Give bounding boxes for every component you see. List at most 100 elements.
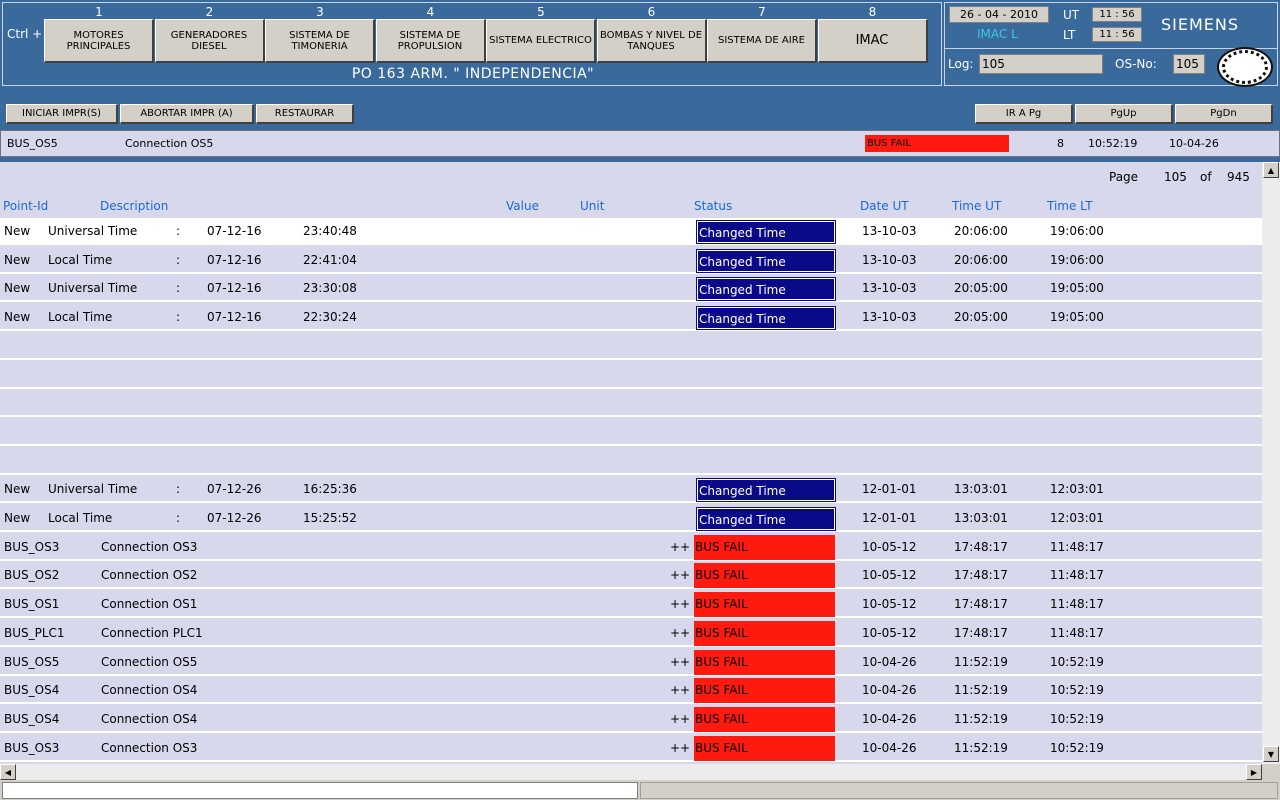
- col-description[interactable]: Description: [100, 199, 169, 213]
- alarm-date: 10-04-26: [1169, 137, 1219, 150]
- row-point-id: BUS_OS4: [4, 711, 60, 726]
- row-time-ut: 11:52:19: [954, 711, 1008, 726]
- nav-button-6[interactable]: BOMBAS Y NIVEL DE TANQUES: [596, 19, 707, 63]
- nav-button-2[interactable]: GENERADORES DIESEL: [154, 19, 265, 63]
- table-row[interactable]: BUS_OS3 Connection OS3 ++ BUS FAIL 10-04-26 1…: [0, 734, 1262, 762]
- row-time-lt: 10:52:19: [1050, 711, 1104, 726]
- col-time-lt[interactable]: Time LT: [1047, 199, 1093, 213]
- col-time-ut[interactable]: Time UT: [952, 199, 1002, 213]
- page-up-button[interactable]: PgUp: [1075, 104, 1173, 124]
- row-time-lt: 11:48:17: [1050, 625, 1104, 640]
- row-description: Local Time: [48, 310, 113, 325]
- alarm-list: Page 105 of 945 Point-Id Description Val…: [0, 162, 1262, 764]
- row-date-ut: 10-05-12: [862, 539, 917, 554]
- table-row[interactable]: BUS_OS4 Connection OS4 ++ BUS FAIL 10-04-26 1…: [0, 705, 1262, 733]
- status-badge: BUS FAIL: [694, 563, 835, 589]
- row-date-ut: 10-04-26: [862, 654, 917, 669]
- table-row[interactable]: New Local Time: 07-12-26 15:25:52 Changed Ti…: [0, 505, 1262, 532]
- scrollbar-corner: [1262, 764, 1280, 780]
- alarm-point-id: BUS_OS5: [7, 137, 58, 150]
- table-row[interactable]: New Universal Time: 07-12-26 16:25:36 Change…: [0, 476, 1262, 504]
- row-time-lt: 19:05:00: [1050, 310, 1104, 325]
- nav-button-5[interactable]: SISTEMA ELECTRICO: [486, 19, 596, 63]
- table-row[interactable]: BUS_OS4 Connection OS4 ++ BUS FAIL 10-04-26 1…: [0, 677, 1262, 705]
- row-value-time: 23:30:08: [303, 281, 357, 296]
- alarm-time: 10:52:19: [1088, 137, 1138, 150]
- list-item: [0, 361, 1262, 389]
- nav-button-3[interactable]: SISTEMA DE TIMONERIA: [265, 19, 375, 63]
- status-badge: BUS FAIL: [694, 649, 835, 675]
- status-badge: BUS FAIL: [694, 592, 835, 618]
- table-row[interactable]: BUS_PLC1 Connection PLC1 ++ BUS FAIL 10-05-1…: [0, 619, 1262, 647]
- row-separator: :: [176, 482, 181, 497]
- row-mark: ++: [670, 625, 691, 640]
- list-item: [0, 447, 1262, 475]
- imac-label: IMAC L: [977, 27, 1018, 41]
- nav-button-4[interactable]: SISTEMA DE PROPULSION: [375, 19, 486, 63]
- start-print-button[interactable]: INICIAR IMPR(S): [6, 104, 118, 124]
- status-badge: BUS FAIL: [694, 620, 835, 646]
- row-mark: ++: [670, 597, 691, 612]
- status-badge: Changed Time: [696, 277, 836, 302]
- row-date-ut: 10-05-12: [862, 597, 917, 612]
- row-point-id: BUS_OS3: [4, 539, 60, 554]
- osno-field[interactable]: 105: [1173, 54, 1205, 74]
- scroll-up-icon[interactable]: ▲: [1263, 162, 1279, 178]
- row-value-date: 07-12-16: [207, 252, 262, 267]
- status-badge: BUS FAIL: [694, 534, 835, 560]
- row-time-ut: 17:48:17: [954, 568, 1008, 583]
- nav-button-1[interactable]: MOTORES PRINCIPALES: [44, 19, 154, 63]
- nav-number: 3: [316, 5, 324, 19]
- row-date-ut: 10-05-12: [862, 568, 917, 583]
- col-status[interactable]: Status: [694, 199, 733, 213]
- divider: [945, 48, 1277, 49]
- navy-seal-icon: [1217, 47, 1273, 87]
- status-badge: Changed Time: [696, 220, 836, 244]
- col-unit[interactable]: Unit: [580, 199, 605, 213]
- info-panel: 26 - 04 - 2010 IMAC L UT 11 : 56 LT 11 :…: [944, 2, 1278, 87]
- abort-print-button[interactable]: ABORTAR IMPR (A): [120, 104, 254, 124]
- row-time-ut: 11:52:19: [954, 654, 1008, 669]
- scroll-left-icon[interactable]: ◀: [0, 764, 16, 780]
- page-down-button[interactable]: PgDn: [1175, 104, 1273, 124]
- latest-alarm-bar[interactable]: BUS_OS5 Connection OS5 BUS FAIL 8 10:52:…: [0, 130, 1280, 157]
- nav-button-7[interactable]: SISTEMA DE AIRE: [707, 19, 817, 63]
- vertical-scrollbar[interactable]: ▲ ▼: [1262, 162, 1280, 764]
- table-row[interactable]: BUS_OS1 Connection OS1 ++ BUS FAIL 10-05-12 1…: [0, 591, 1262, 619]
- table-row[interactable]: BUS_OS3 Connection OS3 ++ BUS FAIL 10-05-12 1…: [0, 533, 1262, 561]
- row-time-lt: 10:52:19: [1050, 654, 1104, 669]
- row-mark: ++: [670, 683, 691, 698]
- table-row[interactable]: BUS_OS2 Connection OS2 ++ BUS FAIL 10-05-12 1…: [0, 562, 1262, 590]
- log-field[interactable]: 105: [979, 54, 1103, 74]
- nav-button-8[interactable]: IMAC: [817, 19, 928, 63]
- horizontal-scrollbar[interactable]: ◀ ▶: [0, 764, 1262, 780]
- header: Ctrl + 1 MOTORES PRINCIPALES 2 GENERADORES …: [0, 0, 1280, 130]
- row-value-time: 16:25:36: [303, 482, 357, 497]
- row-time-ut: 17:48:17: [954, 539, 1008, 554]
- row-prefix: New: [4, 482, 31, 497]
- alarm-status-badge: BUS FAIL: [865, 135, 1009, 152]
- status-field: [2, 782, 638, 799]
- osno-label: OS-No:: [1115, 57, 1157, 71]
- status-badge: BUS FAIL: [694, 678, 835, 704]
- list-item: [0, 332, 1262, 360]
- row-time-lt: 19:05:00: [1050, 281, 1104, 296]
- row-date-ut: 10-04-26: [862, 683, 917, 698]
- scroll-right-icon[interactable]: ▶: [1246, 764, 1262, 780]
- col-point-id[interactable]: Point-Id: [3, 199, 49, 213]
- restore-button[interactable]: RESTAURAR: [256, 104, 354, 124]
- goto-page-button[interactable]: IR A Pg: [975, 104, 1073, 124]
- col-date-ut[interactable]: Date UT: [860, 199, 909, 213]
- row-time-ut: 17:48:17: [954, 625, 1008, 640]
- row-mark: ++: [670, 711, 691, 726]
- nav-number: 8: [868, 5, 877, 19]
- table-row[interactable]: New Universal Time: 07-12-16 23:30:08 Change…: [0, 275, 1262, 303]
- table-row[interactable]: New Local Time: 07-12-16 22:30:24 Changed Ti…: [0, 304, 1262, 332]
- row-value-date: 07-12-16: [207, 224, 262, 238]
- table-row[interactable]: New Local Time: 07-12-16 22:41:04 Changed Ti…: [0, 246, 1262, 274]
- table-row[interactable]: BUS_OS5 Connection OS5 ++ BUS FAIL 10-04-26 1…: [0, 648, 1262, 676]
- col-value[interactable]: Value: [506, 199, 539, 213]
- row-separator: :: [176, 224, 181, 238]
- table-row[interactable]: New Universal Time: 07-12-16 23:40:48 Change…: [0, 218, 1262, 245]
- scroll-down-icon[interactable]: ▼: [1263, 746, 1279, 762]
